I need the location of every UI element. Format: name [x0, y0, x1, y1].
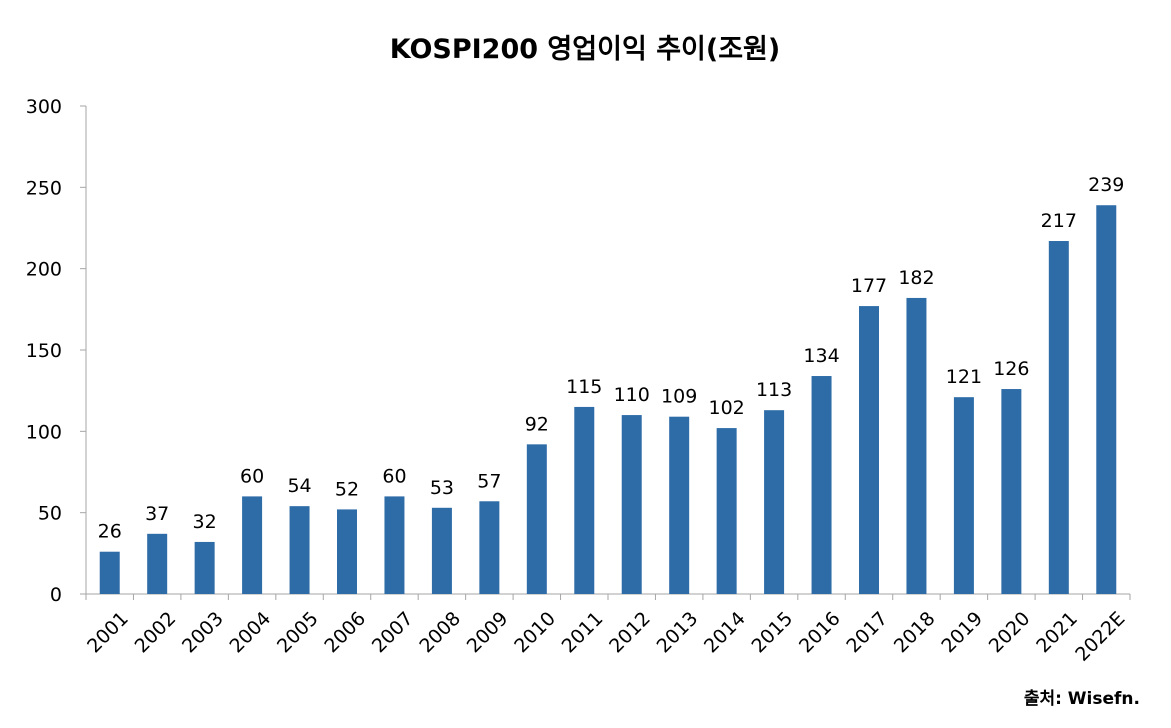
data-label-2019: 121	[946, 366, 982, 388]
data-labels: 26 37 32 60 54 52 60 53 57 92 115 110 109 102 113 134 17…	[98, 174, 1125, 542]
bar-2003	[194, 541, 215, 594]
bar-2009	[479, 501, 500, 594]
x-tick-label-2002: 2002	[131, 608, 181, 658]
bar-2004	[242, 496, 263, 594]
x-tick-label-2003: 2003	[178, 608, 228, 658]
data-label-2008: 53	[430, 477, 454, 499]
bar-2014	[716, 428, 737, 594]
data-label-2012: 110	[614, 384, 650, 406]
bar-2015	[764, 410, 785, 594]
data-label-2022E: 239	[1088, 174, 1124, 196]
data-label-2018: 182	[898, 267, 934, 289]
x-tick-label-2007: 2007	[368, 608, 418, 658]
data-label-2005: 54	[287, 475, 311, 497]
data-label-2014: 102	[709, 397, 745, 419]
source-note: 출처: Wisefn.	[1024, 689, 1140, 709]
data-label-2001: 26	[98, 521, 122, 543]
bar-2017	[859, 306, 879, 594]
x-tick-label-2005: 2005	[273, 608, 323, 658]
x-tick-label-2013: 2013	[653, 608, 703, 658]
data-label-2020: 126	[993, 358, 1029, 380]
bar-2019	[953, 397, 974, 594]
bar-2022E	[1096, 205, 1117, 594]
data-label-2007: 60	[382, 465, 406, 487]
bars	[99, 205, 1117, 594]
bar-2016	[811, 376, 832, 594]
data-label-2021: 217	[1041, 210, 1077, 232]
x-tick-label-2004: 2004	[225, 608, 275, 658]
bar-2013	[669, 416, 690, 594]
x-tick-label-2020: 2020	[985, 608, 1035, 658]
y-tick-label: 300	[26, 96, 62, 118]
data-label-2010: 92	[525, 413, 549, 435]
x-tick-label-2011: 2011	[558, 608, 608, 658]
bar-2018	[906, 297, 927, 594]
bar-2002	[147, 533, 168, 594]
x-tick-label-2008: 2008	[415, 608, 465, 658]
bar-2020	[1001, 389, 1022, 594]
data-label-2015: 113	[756, 379, 792, 401]
data-label-2011: 115	[566, 376, 602, 398]
x-tick-label-2012: 2012	[605, 608, 655, 658]
chart-title: KOSPI200 영업이익 추이(조원)	[390, 34, 781, 65]
x-tick-label-2015: 2015	[747, 608, 797, 658]
x-tick-label-2006: 2006	[320, 608, 370, 658]
bar-2001	[99, 551, 120, 594]
y-tick-label: 50	[38, 503, 62, 525]
y-axis: 0 50 100 150 200 250 300	[26, 96, 87, 606]
data-label-2002: 37	[145, 503, 169, 525]
data-label-2003: 32	[193, 511, 217, 533]
bar-2011	[574, 406, 595, 594]
y-tick-label: 250	[26, 177, 62, 199]
x-tick-label-2017: 2017	[842, 608, 892, 658]
bar-2005	[289, 506, 310, 594]
data-label-2016: 134	[803, 345, 839, 367]
bar-2012	[621, 415, 642, 594]
x-tick-label-2018: 2018	[890, 608, 940, 658]
x-tick-label-2001: 2001	[83, 608, 133, 658]
bar-2007	[384, 496, 405, 594]
data-label-2009: 57	[477, 470, 501, 492]
data-label-2017: 177	[851, 275, 887, 297]
y-tick-label: 0	[50, 584, 62, 606]
y-tick-label: 200	[26, 259, 62, 281]
x-tick-label-2019: 2019	[937, 608, 987, 658]
bar-2008	[431, 507, 452, 594]
y-tick-label: 100	[26, 421, 62, 443]
bar-2006	[337, 509, 357, 594]
data-label-2004: 60	[240, 465, 264, 487]
x-tick-label-2009: 2009	[463, 608, 513, 658]
x-tick-label-2014: 2014	[700, 608, 750, 658]
data-label-2013: 109	[661, 386, 697, 408]
data-label-2006: 52	[335, 478, 359, 500]
y-tick-label: 150	[26, 340, 62, 362]
x-tick-label-2022E: 2022E	[1071, 608, 1129, 666]
bar-2010	[526, 444, 547, 594]
bar-2021	[1048, 241, 1069, 594]
x-tick-label-2010: 2010	[510, 608, 560, 658]
x-tick-label-2016: 2016	[795, 608, 845, 658]
x-axis: 2001200220032004200520062007200820092010…	[83, 593, 1131, 666]
